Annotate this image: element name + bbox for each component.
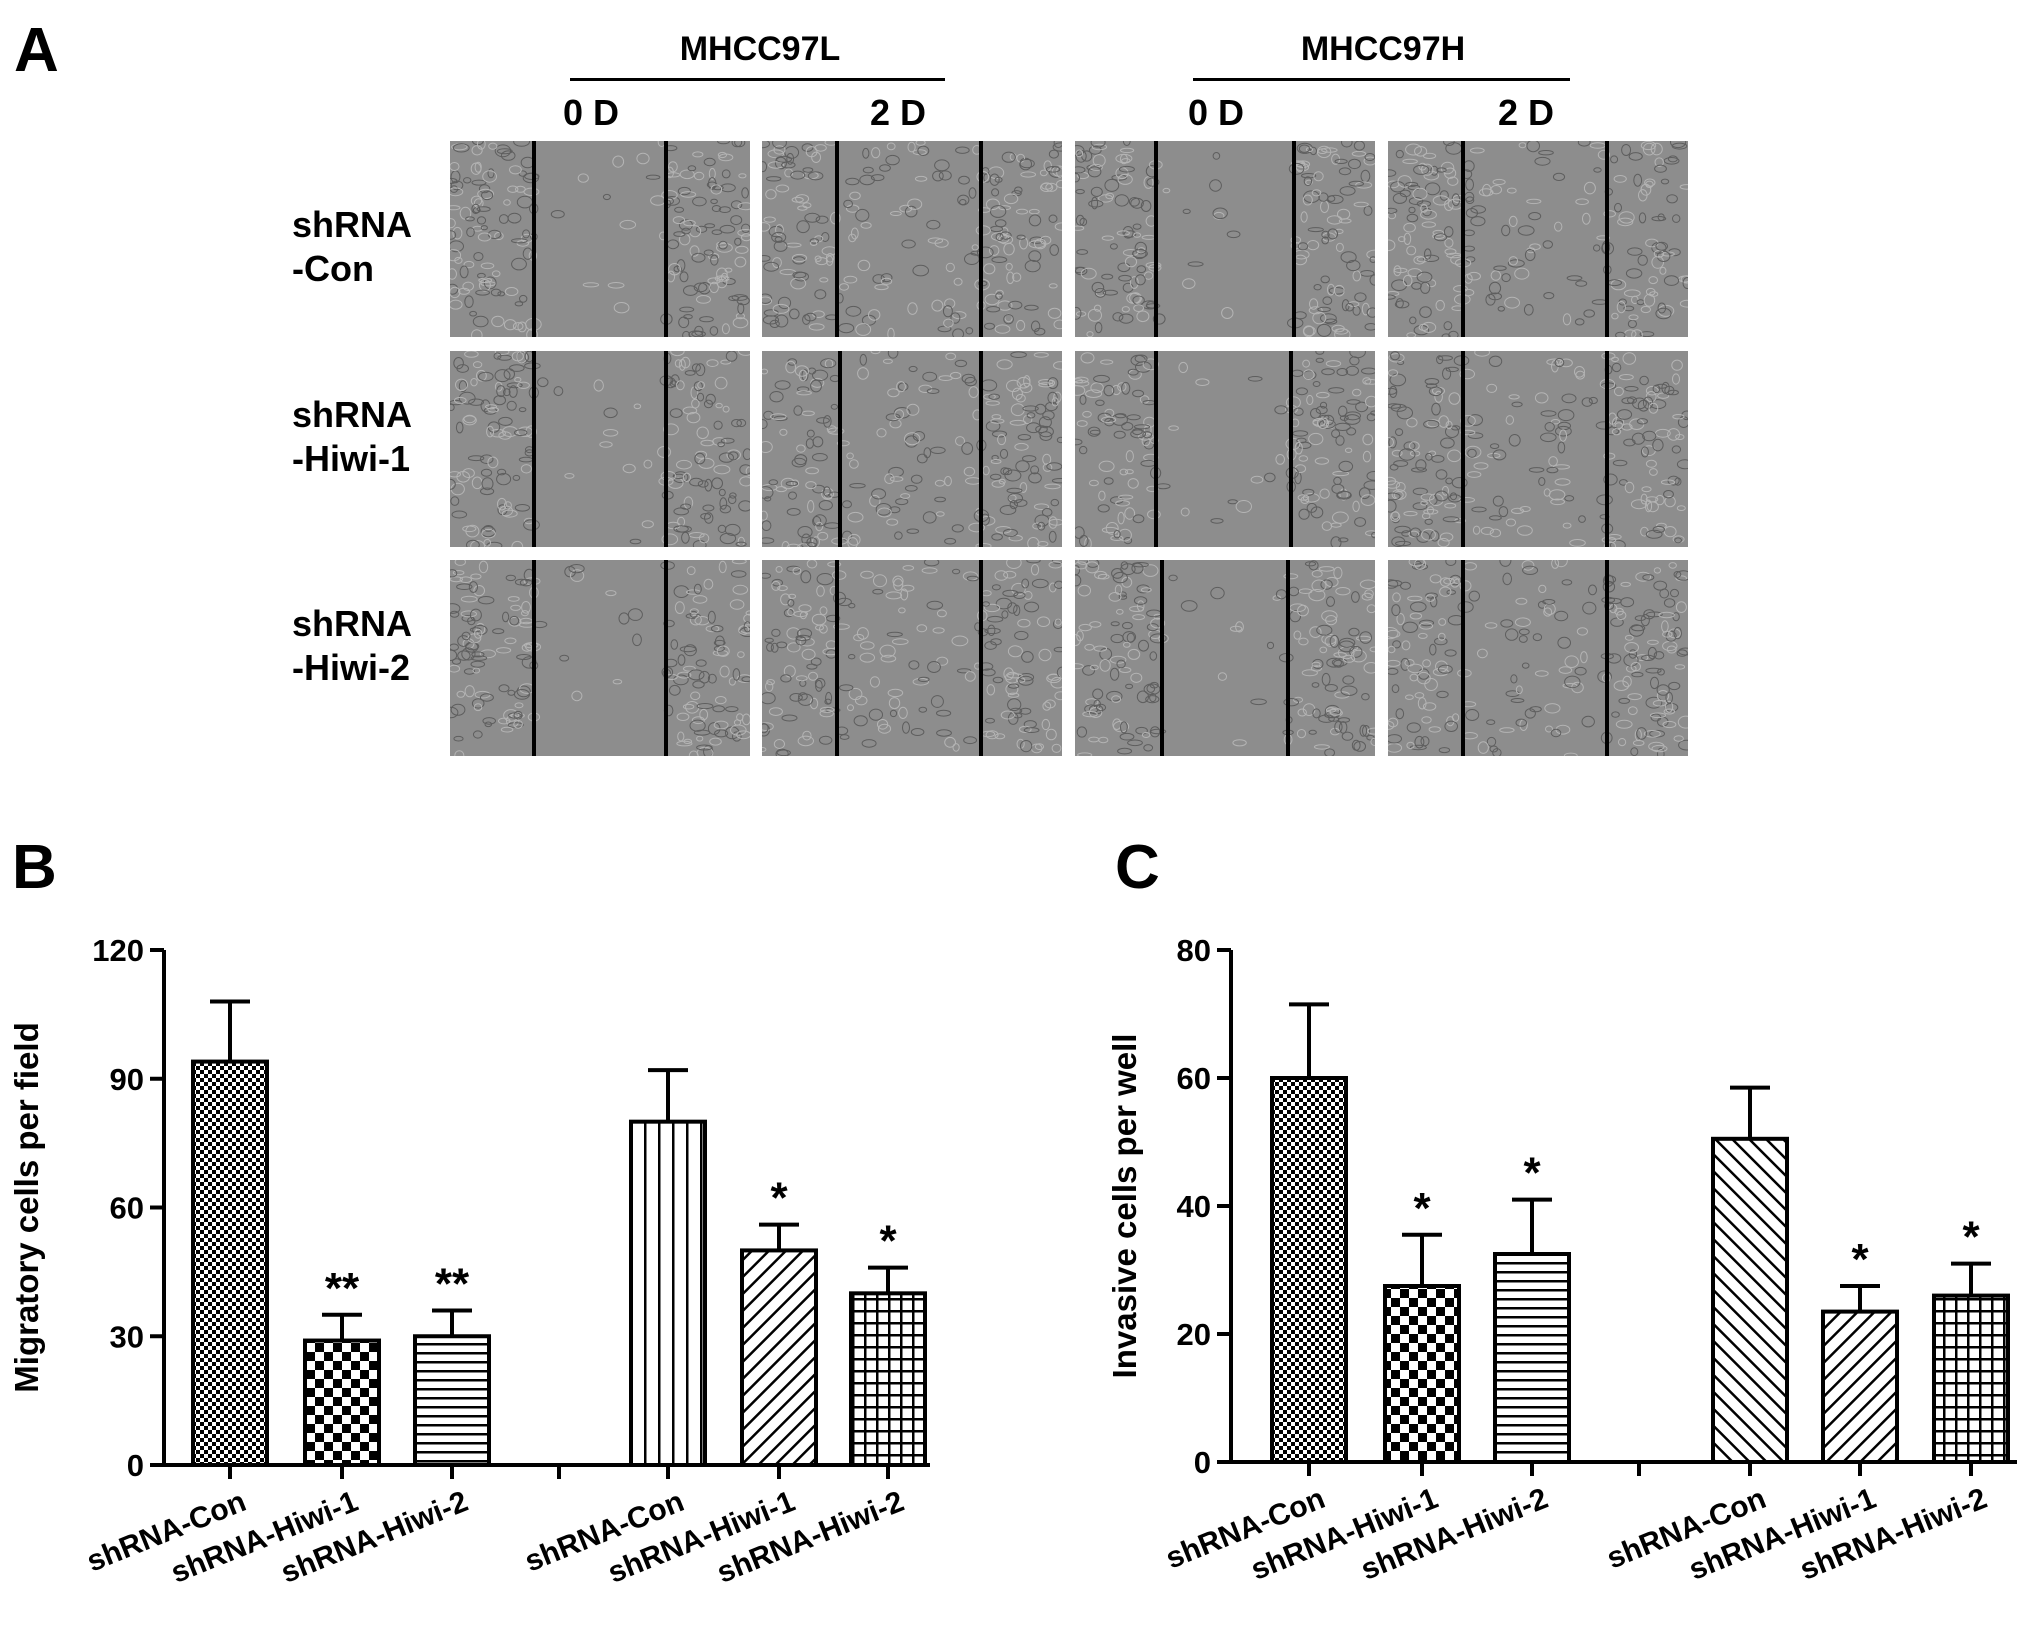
day-label-97l-0d: 0 D (563, 92, 620, 133)
y-tick-label-60: 60 (110, 1191, 144, 1226)
y-axis-label: Migratory cells per field (8, 1022, 45, 1392)
y-tick-label-0: 0 (1194, 1445, 1211, 1480)
micrograph-r2-c1 (450, 351, 750, 547)
significance-marker-3: ** (435, 1260, 470, 1309)
significance-marker-2: * (1413, 1184, 1431, 1233)
y-axis-label: Invasive cells per well (1106, 1034, 1143, 1379)
row-label-hiwi2-line1: shRNA (292, 603, 413, 644)
micrograph-r1-c3 (1075, 141, 1375, 337)
significance-marker-6: * (1962, 1213, 1980, 1262)
row-label-con-line2: -Con (292, 248, 374, 289)
bar-5 (1821, 1309, 1899, 1464)
bar-1 (1270, 1076, 1348, 1464)
day-label-97l-2d: 2 D (870, 92, 927, 133)
row-label-hiwi2: shRNA -Hiwi-2 (292, 602, 412, 690)
y-tick-label-90: 90 (110, 1062, 144, 1097)
panel-c-letter: C (1115, 833, 1160, 902)
micrograph-r1-c4 (1388, 141, 1688, 337)
y-tick-label-80: 80 (1177, 933, 1211, 968)
micrograph-r2-c2 (762, 351, 1062, 547)
micrograph-r1-c2 (762, 141, 1062, 337)
micrograph-r1-c1 (450, 141, 750, 337)
group-line-mhcc97h (1193, 78, 1570, 81)
panel-b-letter: B (12, 833, 57, 902)
micrograph-r3-c4 (1388, 560, 1688, 756)
y-tick-label-120: 120 (92, 933, 144, 968)
significance-marker-2: ** (325, 1264, 360, 1313)
micrograph-r3-c1 (450, 560, 750, 756)
bar-2 (1383, 1284, 1461, 1464)
bar-4 (1711, 1136, 1789, 1464)
group-label-mhcc97h: MHCC97H (1300, 30, 1466, 68)
micrograph-r3-c3 (1075, 560, 1375, 756)
y-tick-label-60: 60 (1177, 1061, 1211, 1096)
y-tick-label-20: 20 (1177, 1317, 1211, 1352)
day-label-97h-2d: 2 D (1498, 92, 1555, 133)
bar-4 (629, 1119, 707, 1467)
row-label-hiwi2-line2: -Hiwi-2 (292, 647, 411, 688)
row-label-con: shRNA -Con (292, 203, 412, 291)
row-label-con-line1: shRNA (292, 204, 413, 245)
row-label-hiwi1: shRNA -Hiwi-1 (292, 393, 412, 481)
bar-6 (1932, 1293, 2010, 1464)
row-label-hiwi1-line1: shRNA (292, 394, 413, 435)
y-tick-label-30: 30 (110, 1319, 144, 1354)
y-tick-label-40: 40 (1177, 1189, 1211, 1224)
micrograph-r2-c4 (1388, 351, 1688, 547)
significance-marker-3: * (1523, 1149, 1541, 1198)
bar-1 (191, 1059, 269, 1467)
significance-marker-6: * (879, 1217, 897, 1266)
panel-a-letter: A (14, 16, 59, 85)
group-label-mhcc97l: MHCC97L (679, 30, 841, 68)
bar-3 (413, 1334, 491, 1467)
bar-6 (849, 1291, 927, 1468)
bar-5 (740, 1248, 818, 1467)
micrograph-r2-c3 (1075, 351, 1375, 547)
row-label-hiwi1-line2: -Hiwi-1 (292, 438, 411, 479)
micrograph-r3-c2 (762, 560, 1062, 756)
day-label-97h-0d: 0 D (1188, 92, 1245, 133)
significance-marker-5: * (1851, 1235, 1869, 1284)
significance-marker-5: * (770, 1174, 788, 1223)
y-tick-label-0: 0 (127, 1448, 144, 1483)
group-line-mhcc97l (570, 78, 945, 81)
bar-3 (1493, 1252, 1571, 1464)
bar-2 (303, 1338, 381, 1467)
